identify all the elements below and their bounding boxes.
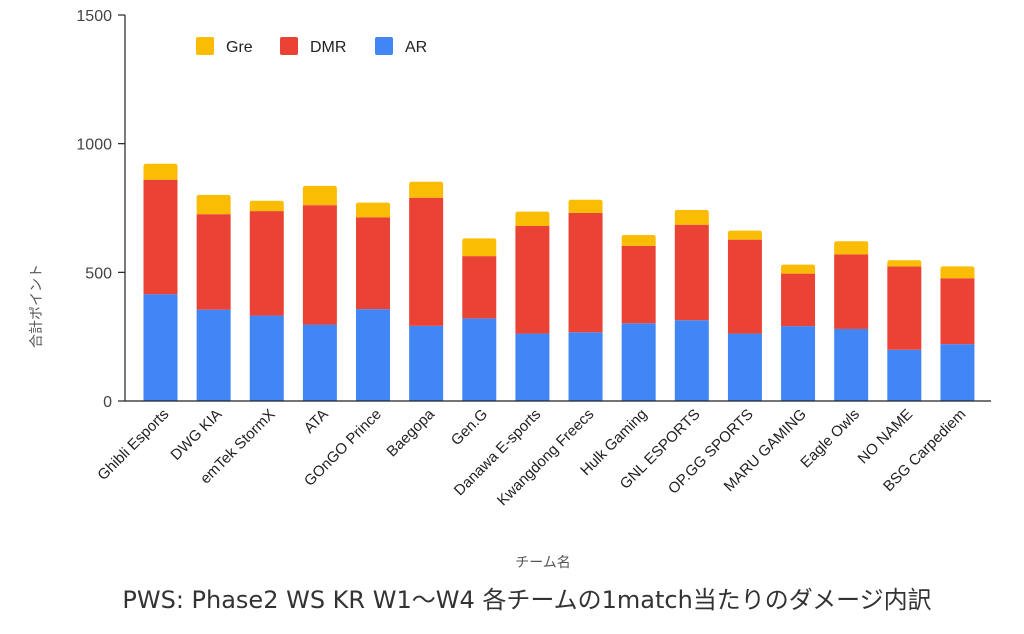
legend-swatch <box>280 37 298 55</box>
bar-stack <box>727 230 762 401</box>
x-axis-title: チーム名 <box>515 555 571 571</box>
bar-segment-gre <box>356 202 391 218</box>
y-tick-label: 1000 <box>76 137 112 154</box>
x-tick-label: Kwangdong Freecs <box>494 406 597 509</box>
bar-segment-ar <box>887 349 922 401</box>
bar-segment-dmr <box>302 205 337 325</box>
bar-segment-dmr <box>143 179 178 295</box>
bar-segment-dmr <box>249 211 284 316</box>
bar-segment-dmr <box>727 239 762 334</box>
bar-segment-gre <box>196 194 231 215</box>
y-axis-title: 合計ポイント <box>29 264 45 348</box>
bar-stack <box>940 266 975 401</box>
legend-swatch <box>375 37 393 55</box>
y-tick-label: 500 <box>85 265 112 282</box>
bar-segment-gre <box>674 210 709 225</box>
bar-stack <box>196 194 231 401</box>
bar-segment-dmr <box>409 197 444 326</box>
bar-segment-dmr <box>515 226 550 334</box>
bar-stack <box>302 185 337 401</box>
bar-segment-gre <box>834 241 869 255</box>
bar-segment-gre <box>409 181 444 198</box>
bar-stack <box>887 260 922 401</box>
bar-stack <box>621 235 656 401</box>
bar-segment-ar <box>568 332 603 401</box>
bar-segment-gre <box>568 199 603 213</box>
y-ticks-group: 0 500 1000 1500 <box>76 8 125 411</box>
bar-stack <box>674 210 709 401</box>
bar-segment-gre <box>143 163 178 180</box>
legend-label: DMR <box>310 39 346 56</box>
bar-segment-dmr <box>356 217 391 310</box>
bar-segment-dmr <box>781 273 816 327</box>
bar-segment-dmr <box>621 245 656 324</box>
bar-stack <box>568 199 603 401</box>
bar-stack <box>781 264 816 401</box>
bar-segment-gre <box>515 211 550 227</box>
y-tick-label: 0 <box>103 394 112 411</box>
bar-segment-gre <box>462 238 497 257</box>
bar-segment-ar <box>462 318 497 401</box>
bar-stack <box>409 181 444 401</box>
bar-stack <box>515 211 550 401</box>
bar-segment-ar <box>834 328 869 401</box>
bar-segment-ar <box>781 326 816 401</box>
bar-segment-ar <box>249 315 284 401</box>
bar-segment-gre <box>727 230 762 240</box>
legend-item-ar: AR <box>375 37 427 56</box>
legend-item-dmr: DMR <box>280 37 346 56</box>
bar-segment-gre <box>249 200 284 212</box>
bar-segment-ar <box>143 294 178 401</box>
bar-segment-ar <box>621 323 656 401</box>
bar-stack <box>143 163 178 401</box>
bar-segment-ar <box>940 344 975 401</box>
bar-segment-ar <box>674 320 709 401</box>
bar-segment-dmr <box>940 278 975 345</box>
x-tick-label: Gen.G <box>448 406 491 449</box>
chart-title: PWS: Phase2 WS KR W1～W4 各チームの1match当たりのダ… <box>122 586 931 614</box>
legend-label: Gre <box>226 39 253 56</box>
bar-segment-gre <box>781 264 816 274</box>
bar-segment-gre <box>887 260 922 267</box>
bar-segment-dmr <box>834 254 869 329</box>
bars-group <box>143 163 975 401</box>
y-tick-label: 1500 <box>76 8 112 25</box>
bar-segment-ar <box>356 309 391 401</box>
bar-stack <box>356 202 391 401</box>
x-tick-label: Ghibli Esports <box>94 406 172 484</box>
bar-segment-dmr <box>462 256 497 319</box>
bar-segment-ar <box>196 309 231 401</box>
bar-segment-ar <box>515 333 550 401</box>
bar-segment-gre <box>940 266 975 279</box>
legend: Gre DMR AR <box>196 37 427 56</box>
bar-segment-ar <box>302 324 337 401</box>
bar-segment-dmr <box>568 212 603 333</box>
bar-stack <box>462 238 497 401</box>
bar-segment-dmr <box>674 224 709 321</box>
bar-stack <box>834 241 869 401</box>
bar-segment-gre <box>302 185 337 206</box>
bar-segment-ar <box>409 325 444 401</box>
legend-swatch <box>196 37 214 55</box>
x-tick-label: ATA <box>301 406 332 437</box>
bar-segment-dmr <box>887 266 922 350</box>
bar-stack <box>249 200 284 401</box>
bar-segment-gre <box>621 235 656 246</box>
legend-item-gre: Gre <box>196 37 253 56</box>
axes-group <box>124 15 991 402</box>
bar-segment-dmr <box>196 214 231 310</box>
x-tick-label: Baegopa <box>383 405 438 460</box>
bar-segment-ar <box>727 333 762 401</box>
legend-label: AR <box>405 39 427 56</box>
